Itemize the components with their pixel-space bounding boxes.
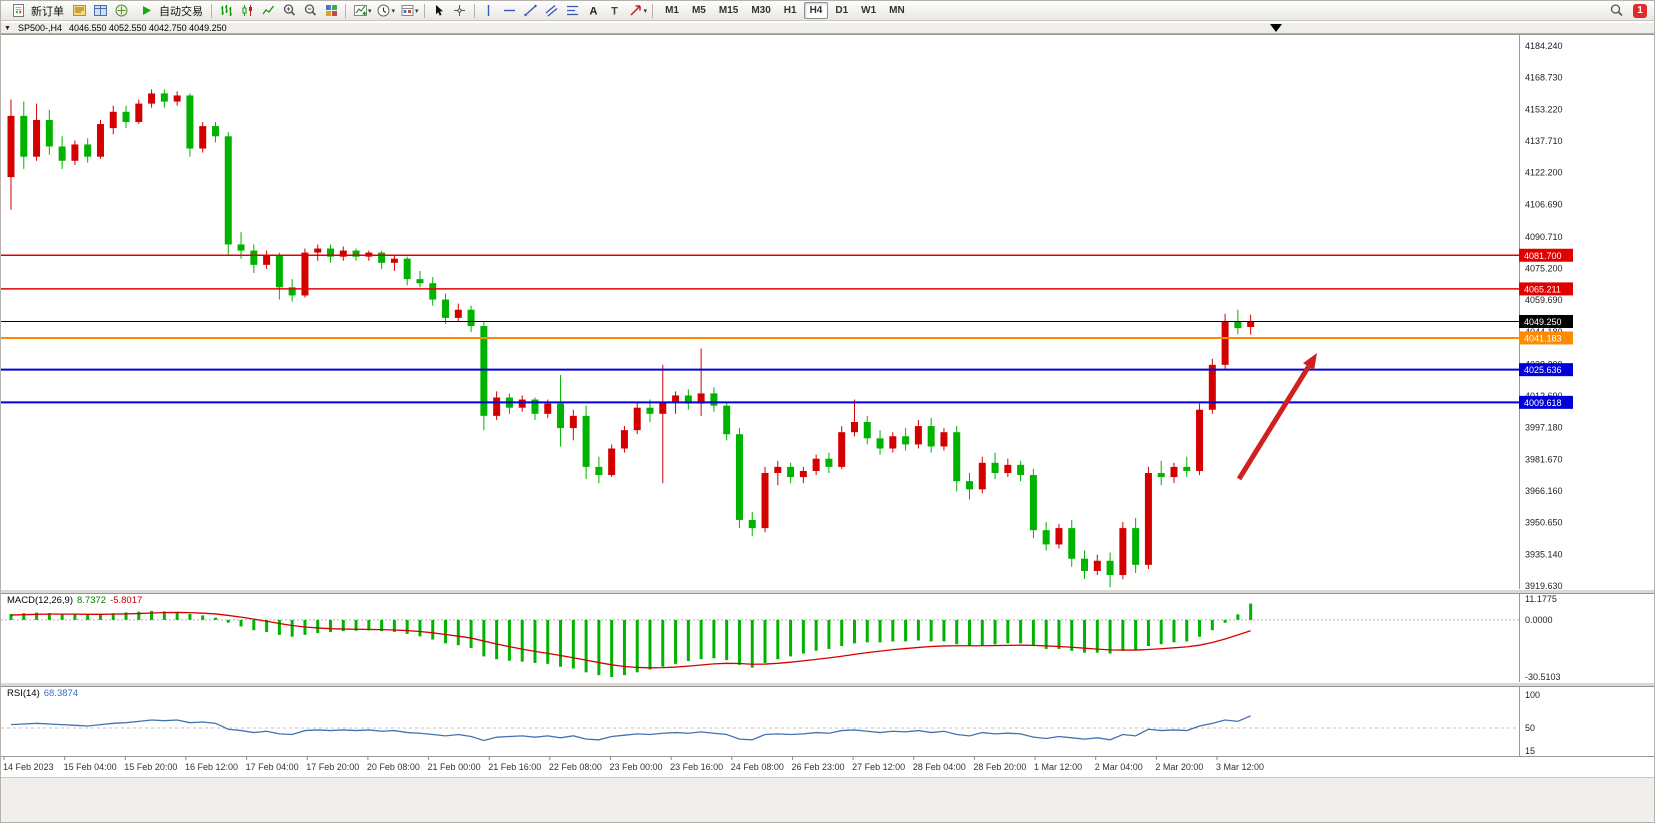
auto-trading-label: 自动交易 [159,5,203,18]
new-order-icon [8,2,28,20]
macd-splitter[interactable] [1,589,1654,594]
toolbar-separator [211,3,212,18]
timeframe-button-h4[interactable]: H4 [803,2,829,19]
candlestick-icon[interactable] [237,2,257,20]
toolbar-separator [473,3,475,18]
chart-ohlc-values: 4046.550 4052.550 4042.750 4049.250 [68,23,227,33]
indicators-icon[interactable] [350,2,370,20]
new-order-button[interactable]: 新订单 [4,2,68,20]
toolbar-separator [423,3,425,18]
chart-titlebar[interactable]: ▼ SP500-,H4 4046.550 4052.550 4042.750 4… [1,23,1654,34]
window-bottom-area [1,777,1654,822]
template-icon[interactable] [397,2,417,20]
main-chart-plot[interactable] [1,34,1519,589]
market-watch-icon[interactable] [69,2,89,20]
auto-trading-button[interactable]: 自动交易 [132,2,207,20]
time-axis[interactable] [1,757,1519,777]
channel-icon[interactable] [542,2,562,20]
rsi-label: RSI(14) 68.3874 [7,688,78,699]
rsi-splitter[interactable] [1,682,1654,687]
shapes-arrow-icon[interactable] [626,2,646,20]
search-icon[interactable] [1606,2,1626,20]
rsi-value: 68.3874 [43,688,79,699]
text-icon[interactable]: A [584,2,604,20]
crosshair-icon[interactable] [450,2,470,20]
timeframe-button-mn[interactable]: MN [889,5,905,16]
bar-chart-icon[interactable] [216,2,236,20]
period-clock-icon[interactable] [374,2,394,20]
timeframe-button-m1[interactable]: M1 [665,5,679,16]
macd-signal-value: -5.8017 [110,595,143,606]
macd-label: MACD(12,26,9) 8.7372 -5.8017 [7,595,142,606]
collapse-icon[interactable]: ▼ [4,24,11,32]
line-chart-icon[interactable] [258,2,278,20]
auto-trading-play-icon [136,2,156,20]
indicators-dropdown-caret[interactable]: ▾ [368,7,372,15]
label-icon[interactable]: T [605,2,625,20]
navigator-icon[interactable] [111,2,131,20]
timeframe-button-w1[interactable]: W1 [861,5,877,16]
main-toolbar: 新订单 自动交易 [1,1,1654,21]
toolbar-separator [345,3,346,18]
shapes-dropdown-caret[interactable]: ▾ [643,7,648,15]
zoom-out-icon[interactable] [300,2,320,20]
toolbar-separator [652,3,654,18]
timeframe-toolbar: M1 M5 M15 M30 H1 H4 D1 W1 MN [659,2,911,19]
period-dropdown-caret[interactable]: ▾ [391,7,396,15]
timeframe-button-h1[interactable]: H1 [783,5,797,16]
macd-panel[interactable] [1,594,1519,682]
trendline-icon[interactable] [521,2,541,20]
vertical-line-icon[interactable] [479,2,499,20]
svg-text:A: A [590,6,598,18]
timeframe-button-m15[interactable]: M15 [718,5,739,16]
rsi-panel[interactable] [1,687,1519,756]
data-window-icon[interactable] [90,2,110,20]
price-axis[interactable] [1519,34,1654,756]
zoom-in-icon[interactable] [279,2,299,20]
cursor-icon[interactable] [429,2,449,20]
svg-text:T: T [611,6,618,18]
timeframe-button-d1[interactable]: D1 [835,5,849,16]
macd-value: 8.7372 [77,595,107,606]
chart-symbol-period: SP500-,H4 [17,23,62,33]
toolbar-right: 1 [1606,2,1651,20]
timeframe-button-m30[interactable]: M30 [751,5,771,16]
fibonacci-icon[interactable] [563,2,583,20]
notification-badge[interactable]: 1 [1633,3,1647,18]
new-order-label: 新订单 [31,5,64,18]
macd-name: MACD(12,26,9) [7,595,73,606]
template-dropdown-caret[interactable]: ▾ [415,7,419,15]
rsi-name: RSI(14) [7,688,40,699]
horizontal-line-icon[interactable] [500,2,520,20]
tile-windows-icon[interactable] [321,2,341,20]
timeframe-button-m5[interactable]: M5 [691,5,706,16]
